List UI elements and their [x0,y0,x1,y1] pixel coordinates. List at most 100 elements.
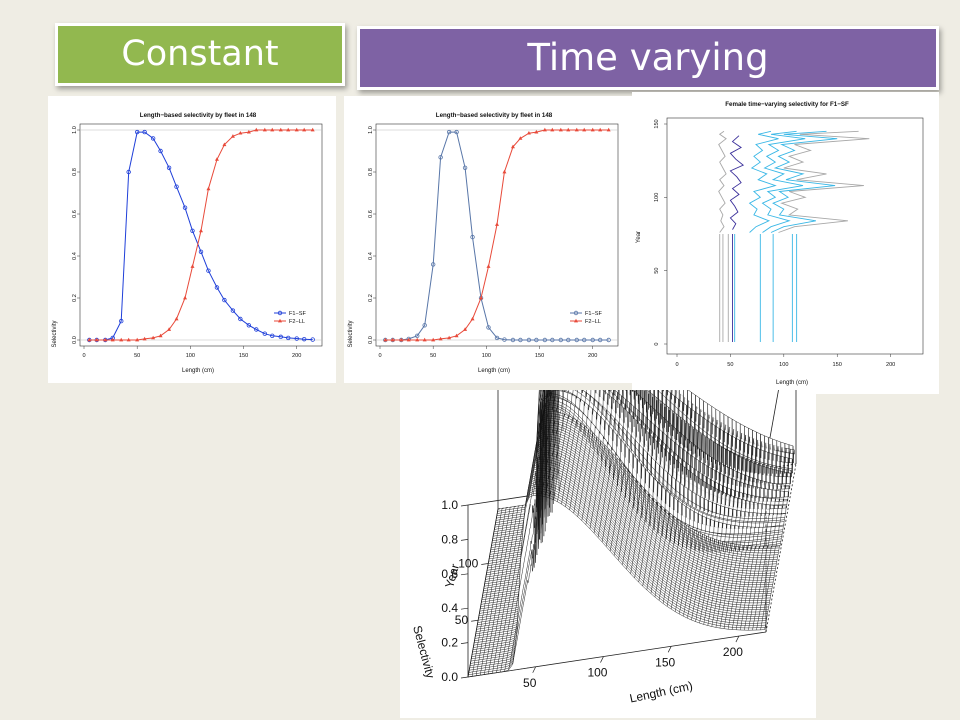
box-edge [765,390,779,461]
time-varying-selectivity-panel: Length−based selectivity by fleet in 148… [344,96,632,383]
constant-selectivity-panel: Length−based selectivity by fleet in 148… [48,96,336,383]
data-point [294,336,299,341]
data-point [470,316,475,321]
x-tick-label: 100 [779,362,788,368]
contour-line [748,130,779,233]
y-tick-label: 0.2 [368,294,374,302]
chart-title: Length−based selectivity by fleet in 148 [436,112,553,119]
data-point [142,129,147,135]
surface-length-line [646,390,678,590]
surface-length-line [597,390,627,538]
data-point [406,337,411,342]
plot-frame [79,123,323,347]
data-point [558,337,564,343]
data-point [486,264,491,268]
data-point [167,327,172,331]
surface-length-line [553,390,574,500]
data-point [597,337,603,343]
contour-line [770,130,838,233]
data-point [158,333,163,338]
surface-length-line [528,390,560,498]
z-tick-label: 0.4 [441,601,458,615]
y-tick-label: 100 [654,193,660,202]
data-point [286,335,291,341]
surface-length-line [707,421,739,626]
data-point [278,334,283,340]
data-point [270,333,275,338]
data-point [182,205,188,210]
data-point [470,234,475,240]
surface-length-line [744,439,775,631]
data-point [174,316,179,321]
data-point [550,337,555,343]
y-tick-label: 0.4 [368,252,374,260]
surface-length-line [605,390,635,547]
constant-selectivity-chart: Length−based selectivity by fleet in 148… [52,112,323,374]
data-point [286,127,291,132]
surface-length-line [711,423,743,627]
z-tick [460,504,469,507]
x-tick-label: 200 [723,645,743,659]
data-point [126,337,131,342]
data-point [87,337,92,342]
data-point [246,323,252,328]
data-point [254,327,259,332]
data-point [190,264,195,268]
surface-length-line [719,428,751,629]
z-tick-label: 0.6 [441,567,458,581]
surface-length-line [496,504,527,673]
contour-line [718,130,727,233]
surface-length-line [467,508,499,678]
chart-title: Female time−varying selectivity for F1−S… [725,101,849,108]
data-point [590,337,595,343]
data-point [110,337,115,342]
x-tick [532,666,537,673]
data-point [183,295,188,300]
data-point [462,165,468,170]
surface-length-line [593,390,620,534]
surface-length-line [532,390,564,496]
legend-marker [277,310,283,316]
surface-length-line [569,390,592,510]
z-tick-label: 0.2 [441,636,458,650]
surface-length-line [488,505,519,674]
data-point [134,129,140,135]
data-point [495,222,499,226]
surface-length-line [634,390,664,579]
plot-frame [666,117,924,355]
surface-length-line [475,507,507,676]
surface-length-line [536,390,557,496]
surface-length-line [479,507,511,676]
z-tick [460,539,469,541]
data-point [534,337,539,343]
data-point [230,308,236,313]
data-point [383,337,388,342]
data-point [222,142,227,147]
data-point [518,337,523,343]
surface-length-line [723,430,755,629]
surface-length-line [573,390,597,514]
x-tick-label: 0 [378,353,381,359]
surface-length-line [504,503,535,672]
y-tick-label: 50 [654,268,660,274]
x-axis-label: Length (cm) [478,368,510,374]
data-point [390,337,395,342]
surface-length-line [683,406,714,617]
data-point [438,336,443,341]
contour-chart: Female time−varying selectivity for F1−S… [636,101,924,386]
legend-label: F2−LL [289,319,305,325]
surface-length-line [650,390,682,594]
x-tick-label: 100 [482,353,491,359]
x-tick-label: 0 [675,362,678,368]
surface-length-line [577,390,601,517]
data-point [574,127,579,132]
data-point [399,337,404,342]
x-tick-label: 150 [833,362,842,368]
data-point [214,157,219,161]
data-point [310,337,315,342]
data-point [230,134,235,138]
time-varying-banner: Time varying [357,26,939,90]
surface-length-line [658,390,690,601]
data-point [190,228,195,233]
chart-title: Length−based selectivity by fleet in 148 [140,112,257,119]
